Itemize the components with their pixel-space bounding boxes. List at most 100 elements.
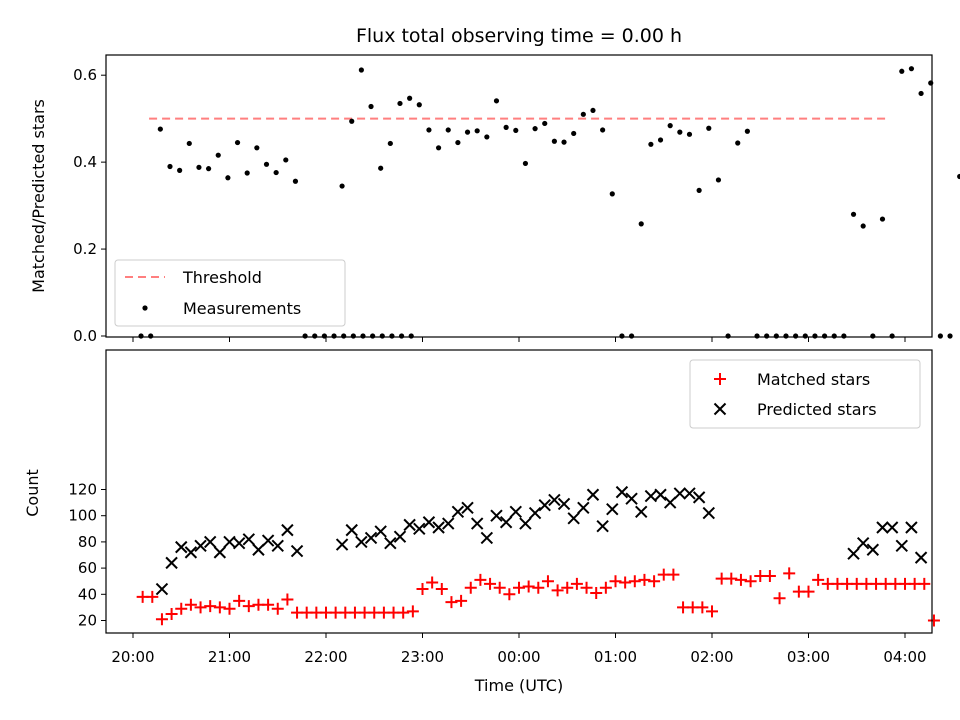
- predicted-star-point: [509, 505, 522, 518]
- measurement-point: [918, 90, 924, 97]
- matched-star-point: [223, 602, 236, 615]
- measurement-point: [360, 333, 366, 339]
- predicted-star-point: [403, 518, 416, 532]
- predicted-star-point: [567, 512, 580, 525]
- predicted-star-point: [577, 501, 590, 515]
- measurement-point: [744, 128, 750, 134]
- predicted-star-point: [335, 538, 349, 551]
- measurement-point: [435, 145, 442, 151]
- matched-star-point: [667, 568, 680, 581]
- measurement-point: [370, 333, 376, 339]
- predicted-star-point: [673, 487, 687, 500]
- measurement-point: [234, 139, 241, 146]
- matched-star-point: [513, 581, 525, 594]
- measurement-point: [283, 157, 289, 163]
- measurement-point: [793, 333, 799, 339]
- measurement-point: [735, 140, 741, 146]
- predicted-star-point: [606, 502, 619, 516]
- measurement-point: [841, 333, 847, 339]
- measurement-point: [542, 120, 548, 127]
- legend-predicted-swatch: [713, 402, 727, 416]
- bottom-x-tick-label: 22:00: [304, 648, 347, 666]
- matched-star-point: [271, 602, 284, 615]
- bottom-y-tick-label: 40: [78, 585, 97, 603]
- predicted-star-point: [692, 491, 706, 504]
- top-plot-frame: [105, 54, 933, 338]
- bottom-y-ticks: 20 40 60 80 100 120: [68, 481, 106, 630]
- matched-star-point: [146, 590, 159, 603]
- matched-star-point: [638, 573, 651, 586]
- measurement-point: [484, 134, 490, 140]
- predicted-star-point: [625, 492, 638, 505]
- bottom-x-tick-label: 04:00: [883, 648, 926, 666]
- measurement-point: [551, 138, 557, 144]
- bottom-panel: Count Time (UTC) 20 40 60 80 100 120 20:00 21:…: [23, 349, 940, 695]
- legend-predicted-label: Predicted stars: [757, 400, 877, 419]
- predicted-star-point: [393, 530, 407, 543]
- measurement-point: [725, 333, 731, 339]
- measurement-point: [368, 103, 374, 110]
- top-legend-box: [114, 259, 346, 327]
- matched-star-point: [194, 601, 207, 614]
- measurement-point: [696, 187, 702, 193]
- measurement-point: [148, 333, 154, 339]
- predicted-star-point: [461, 501, 474, 515]
- measurement-point: [350, 333, 356, 339]
- predicted-star-point: [470, 517, 484, 530]
- measurement-point: [408, 333, 414, 339]
- bottom-plot-frame: [105, 349, 933, 634]
- measurement-point: [455, 139, 461, 146]
- predicted-star-point: [538, 499, 551, 512]
- matched-star-point: [725, 572, 738, 585]
- measurement-point: [215, 152, 221, 158]
- measurement-point: [464, 129, 471, 135]
- predicted-star-point: [175, 540, 188, 554]
- predicted-star-point: [499, 516, 513, 529]
- measurement-point: [657, 137, 664, 143]
- matched-star-point: [175, 602, 188, 615]
- predicted-star-point: [615, 485, 629, 499]
- measurement-point: [571, 130, 577, 137]
- bottom-x-tick-label: 00:00: [497, 648, 540, 666]
- top-y-tick-label: 0.6: [73, 66, 97, 84]
- predicted-star-point: [856, 537, 870, 550]
- legend-matched-swatch: [714, 373, 726, 385]
- matched-star-point: [493, 581, 506, 594]
- measurement-point: [378, 165, 384, 171]
- matched-star-point: [580, 581, 593, 594]
- measurement-point: [889, 333, 895, 339]
- measurement-point: [783, 333, 789, 339]
- matched-star-point: [783, 567, 796, 580]
- bottom-x-tick-label: 23:00: [401, 648, 444, 666]
- predicted-star-point: [281, 523, 294, 537]
- measurement-point: [513, 127, 519, 134]
- matched-star-point: [773, 592, 786, 605]
- predicted-stars-points: [155, 485, 928, 596]
- measurement-point: [609, 191, 615, 197]
- predicted-star-point: [663, 496, 677, 509]
- measurement-point: [196, 164, 202, 170]
- top-ylabel: Matched/Predicted stars: [29, 99, 48, 293]
- bottom-y-tick-label: 60: [78, 559, 97, 577]
- measurement-point: [493, 98, 500, 104]
- measurement-point: [379, 333, 385, 339]
- predicted-star-point: [885, 521, 899, 534]
- predicted-star-point: [194, 539, 207, 553]
- measurement-point: [302, 333, 308, 339]
- measurement-point: [677, 129, 683, 135]
- predicted-star-point: [451, 505, 465, 518]
- legend-measurements-label: Measurements: [183, 299, 301, 318]
- matched-star-point: [416, 583, 429, 596]
- matched-star-point: [165, 607, 178, 620]
- matched-star-point: [204, 600, 217, 613]
- predicted-star-point: [432, 521, 445, 534]
- matched-star-point: [474, 573, 487, 586]
- measurement-point: [358, 67, 364, 73]
- matched-star-point: [763, 569, 776, 582]
- measurement-point: [532, 126, 538, 132]
- bottom-legend: Matched stars Predicted stars: [689, 359, 921, 429]
- measurement-point: [292, 178, 299, 184]
- predicted-star-point: [374, 525, 387, 538]
- measurement-point: [899, 68, 905, 74]
- top-panel: Flux total observing time = 0.00 h Match…: [29, 25, 960, 345]
